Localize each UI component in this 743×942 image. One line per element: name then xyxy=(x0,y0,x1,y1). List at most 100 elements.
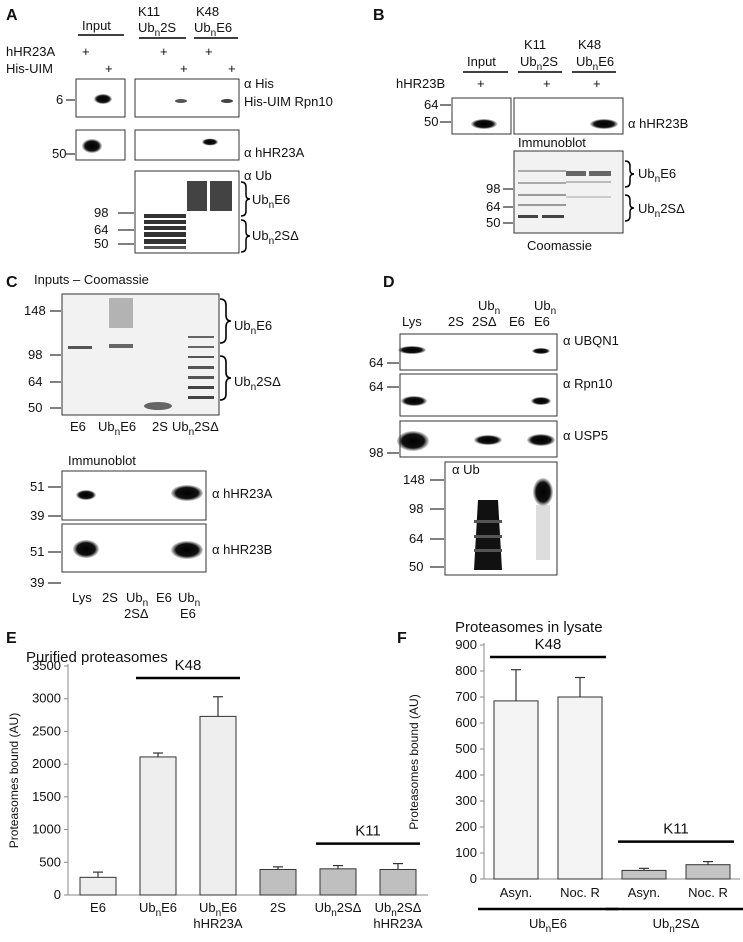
b-band xyxy=(471,119,497,129)
a-band xyxy=(175,99,187,103)
b-gel-bands xyxy=(518,170,611,218)
c-mw-148: 148 xyxy=(24,303,46,318)
d-lane-lys: Lys xyxy=(402,314,422,329)
d-mw-98: 98 xyxy=(369,445,383,460)
a-plus: + xyxy=(160,44,168,59)
d-ab-ub: α Ub xyxy=(452,462,480,477)
a-plus: + xyxy=(228,61,236,76)
c-bracket-ube6: UbnE6 xyxy=(234,318,272,337)
bar xyxy=(259,868,297,896)
b-header-ub2s: Ubn2S xyxy=(520,54,558,73)
chart-proteasomes-in-lysate: Proteasomes in lysate 0 100 200 300 400 500 600… xyxy=(407,619,743,935)
y-tick-label: 1000 xyxy=(32,822,61,837)
a-ab-ub: α Ub xyxy=(244,168,272,183)
d-ab-usp5: α USP5 xyxy=(563,428,608,443)
c-lane-ub2s-b: 2SΔ xyxy=(124,606,149,621)
group-label: Ubn2SΔ xyxy=(653,916,700,935)
a-band xyxy=(94,94,112,104)
bar xyxy=(557,696,603,880)
x-tick-label: Asyn. xyxy=(500,885,533,900)
d-ab-rpn10: α Rpn10 xyxy=(563,376,612,391)
a-header-input: Input xyxy=(82,18,111,33)
c-gel-bands xyxy=(68,298,214,410)
c-mw-39: 39 xyxy=(30,508,44,523)
y-tick-label: 2000 xyxy=(32,756,61,771)
a-ab-his-uim: His-UIM Rpn10 xyxy=(244,94,333,109)
a-bracket-ub2s: Ubn2SΔ xyxy=(252,228,299,247)
b-header-k11: K11 xyxy=(524,37,546,52)
d-lane-e6: E6 xyxy=(509,314,525,329)
group-label: UbnE6 xyxy=(529,916,567,935)
c-mw-50: 50 xyxy=(28,400,42,415)
d-blot-rpn10 xyxy=(399,373,558,417)
c-lane-ube6-a: Ubn xyxy=(178,590,200,609)
panel-letter-e: E xyxy=(6,630,17,647)
d-band xyxy=(532,348,550,354)
c-band xyxy=(171,485,203,501)
d-blot-ubqn1 xyxy=(399,333,558,371)
x-tick-label: E6 xyxy=(90,900,106,915)
annotation-label: K48 xyxy=(175,657,202,674)
y-tick-label: 3000 xyxy=(32,691,61,706)
a-ub-smear xyxy=(144,181,232,249)
d-mw-64: 64 xyxy=(369,355,383,370)
c-lane-lys: Lys xyxy=(72,590,92,605)
c-ab-hhr23b: α hHR23B xyxy=(212,542,272,557)
b-mw-98: 98 xyxy=(486,181,500,196)
d-ub-smear xyxy=(474,478,553,570)
a-band xyxy=(221,99,233,103)
bar xyxy=(319,868,357,896)
x-tick-label: 2S xyxy=(270,900,286,915)
a-mw-98: 98 xyxy=(94,205,108,220)
d-lane-ub2s-a: Ubn xyxy=(478,298,500,317)
c-band xyxy=(76,490,96,500)
d-lane-ube6-b: E6 xyxy=(534,314,550,329)
d-mw-64c: 64 xyxy=(409,531,423,546)
x-tick-label: Noc. R xyxy=(560,885,600,900)
bar xyxy=(199,715,237,896)
c-coomassie-gel xyxy=(61,293,220,416)
y-tick-label: 600 xyxy=(455,715,477,730)
b-mw-64b: 64 xyxy=(486,199,500,214)
a-mw-6: 6 xyxy=(56,92,63,107)
b-band xyxy=(590,119,618,129)
c-lane-2s: 2S xyxy=(102,590,118,605)
a-bracket-ube6: UbnE6 xyxy=(252,192,290,211)
c-lane-e6: E6 xyxy=(70,419,86,434)
a-row-his-uim: His-UIM xyxy=(6,61,53,76)
b-row-hhr23b: hHR23B xyxy=(396,76,445,91)
d-lane-2s: 2S xyxy=(448,314,464,329)
d-ab-ubqn1: α UBQN1 xyxy=(563,333,619,348)
b-header-ube6: UbnE6 xyxy=(576,54,614,73)
d-lane-ub2s-b: 2SΔ xyxy=(472,314,497,329)
d-mw-148: 148 xyxy=(403,472,425,487)
x-tick-label-line2: hHR23A xyxy=(373,916,422,931)
y-tick-label: 900 xyxy=(455,637,477,652)
a-plus: + xyxy=(105,61,113,76)
d-mw-64b: 64 xyxy=(369,379,383,394)
a-blot-his-pulldown xyxy=(134,78,240,118)
y-tick-label: 200 xyxy=(455,819,477,834)
bar xyxy=(79,876,117,896)
a-mw-50: 50 xyxy=(52,146,66,161)
c-mw-98: 98 xyxy=(28,347,42,362)
c-lane-ub2s: Ubn2SΔ xyxy=(172,419,219,438)
b-coomassie-label: Coomassie xyxy=(527,238,592,253)
d-band xyxy=(474,435,502,445)
bar xyxy=(139,756,177,896)
annotation-label: K11 xyxy=(355,823,381,840)
a-band xyxy=(202,138,218,146)
y-tick-label: 500 xyxy=(455,741,477,756)
b-bracket-ub2s: Ubn2SΔ xyxy=(638,201,685,220)
chart-title: Proteasomes in lysate xyxy=(455,619,603,636)
x-tick-label: Noc. R xyxy=(688,885,728,900)
b-header-k48: K48 xyxy=(578,37,601,52)
y-tick-label: 2500 xyxy=(32,723,61,738)
c-lane-ube6-b: E6 xyxy=(180,606,196,621)
y-tick-label: 500 xyxy=(39,854,61,869)
x-tick-label: UbnE6 xyxy=(199,900,237,919)
x-tick-label: Ubn2SΔ xyxy=(315,900,362,919)
d-band xyxy=(531,397,551,405)
chart-title: Purified proteasomes xyxy=(26,649,168,666)
annotation-label: K48 xyxy=(535,636,562,653)
